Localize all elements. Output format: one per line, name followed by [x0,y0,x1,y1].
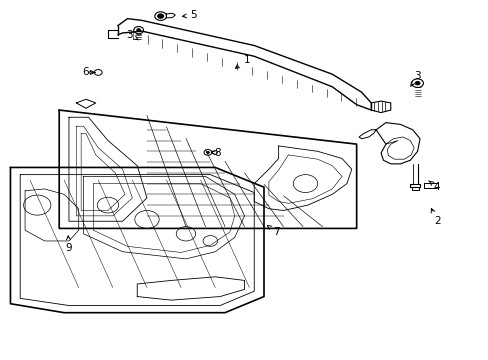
Circle shape [137,29,141,32]
Circle shape [414,81,419,85]
Text: 4: 4 [428,181,440,192]
Circle shape [206,151,209,153]
Text: 3: 3 [126,30,138,40]
Text: 5: 5 [182,10,196,20]
Text: 1: 1 [235,55,250,68]
Text: 9: 9 [65,236,72,253]
Text: 7: 7 [267,225,279,237]
Text: 3: 3 [410,71,420,86]
Text: 2: 2 [430,209,440,226]
Text: 8: 8 [211,148,221,158]
Circle shape [158,14,163,18]
Text: 6: 6 [82,67,95,77]
